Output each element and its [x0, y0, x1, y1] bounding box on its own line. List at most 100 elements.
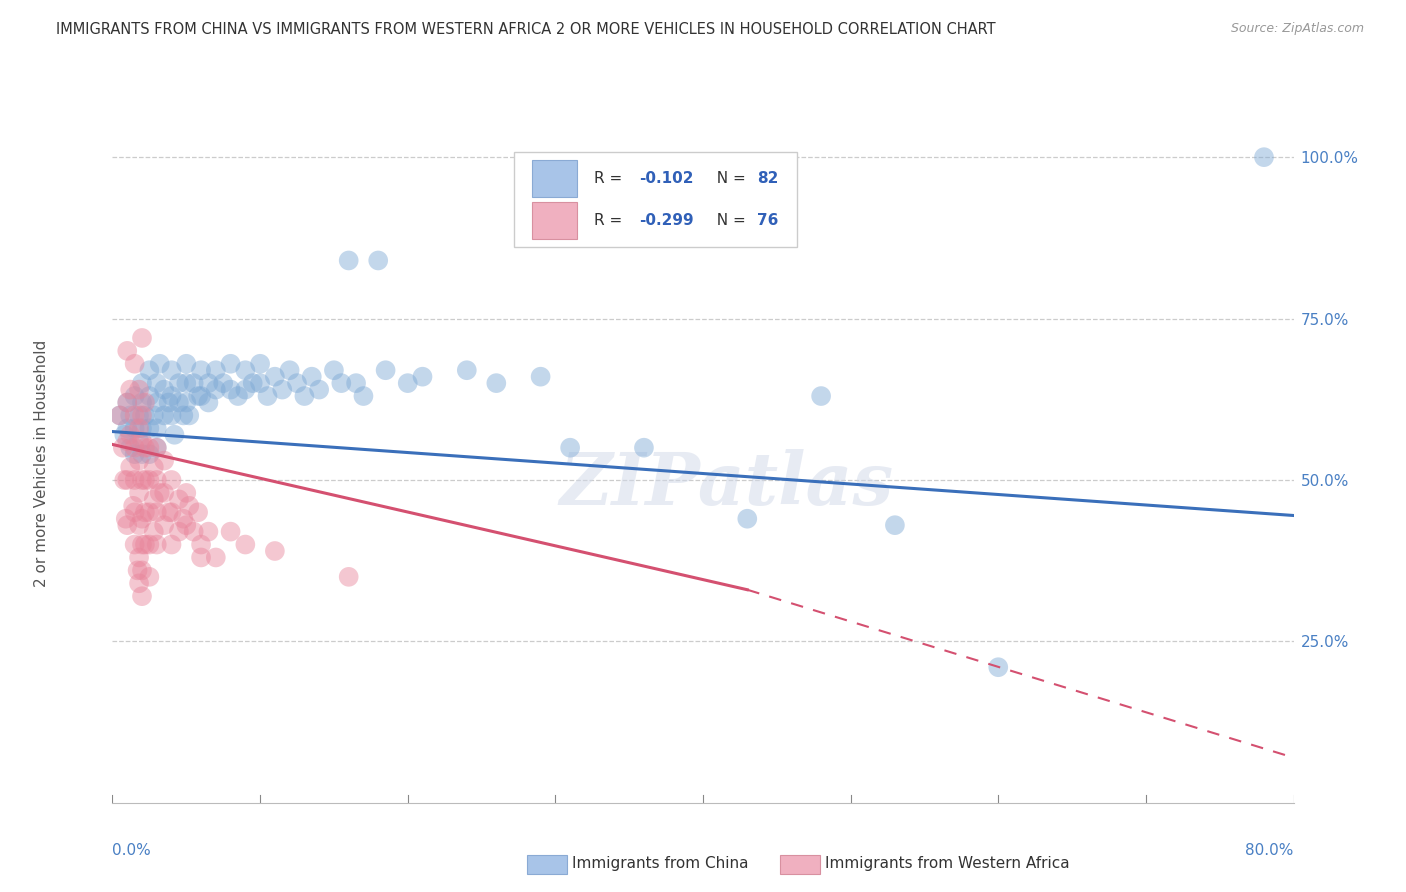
Point [810, 389, 832, 403]
Point [558, 441, 582, 455]
Point [124, 409, 146, 423]
Point [485, 376, 508, 391]
Point [128, 518, 150, 533]
Point [128, 486, 150, 500]
Text: Immigrants from China: Immigrants from China [572, 856, 749, 871]
Point [117, 434, 138, 449]
Point [149, 486, 172, 500]
Text: -0.102: -0.102 [640, 171, 693, 186]
Point [456, 363, 478, 377]
Point [131, 447, 153, 461]
Text: N =: N = [707, 213, 751, 227]
Point [167, 376, 190, 391]
Point [146, 376, 169, 391]
Point [157, 505, 180, 519]
Point [337, 253, 360, 268]
Point [633, 441, 655, 455]
Point [142, 460, 165, 475]
FancyBboxPatch shape [531, 160, 576, 197]
Point [124, 447, 146, 461]
Point [233, 363, 256, 377]
Point [131, 331, 153, 345]
Point [233, 537, 256, 551]
Point [120, 460, 142, 475]
Text: N =: N = [707, 171, 751, 186]
Point [138, 421, 160, 435]
Point [411, 369, 433, 384]
Point [153, 518, 176, 533]
Point [884, 518, 907, 533]
Point [292, 389, 315, 403]
Point [146, 441, 169, 455]
Point [163, 427, 186, 442]
Point [128, 409, 150, 423]
Point [197, 395, 219, 409]
Text: 76: 76 [758, 213, 779, 227]
Point [131, 409, 153, 423]
Point [197, 524, 219, 539]
Point [117, 421, 138, 435]
Point [117, 473, 138, 487]
Point [205, 363, 228, 377]
Point [142, 524, 165, 539]
Point [367, 253, 389, 268]
Point [167, 524, 190, 539]
Point [124, 389, 146, 403]
FancyBboxPatch shape [515, 152, 797, 247]
Point [190, 363, 212, 377]
Point [138, 537, 160, 551]
Point [134, 409, 156, 423]
Point [128, 383, 150, 397]
Point [323, 363, 346, 377]
Point [131, 395, 153, 409]
Text: 80.0%: 80.0% [1246, 844, 1294, 858]
Point [124, 421, 146, 435]
Point [167, 395, 190, 409]
Point [174, 486, 197, 500]
FancyBboxPatch shape [531, 202, 576, 239]
Point [249, 376, 271, 391]
Point [138, 441, 160, 455]
Text: ZIPatlas: ZIPatlas [560, 449, 894, 520]
Point [146, 395, 169, 409]
Point [219, 357, 242, 371]
Point [128, 434, 150, 449]
Point [146, 505, 169, 519]
Point [264, 369, 287, 384]
Point [264, 544, 287, 558]
Text: IMMIGRANTS FROM CHINA VS IMMIGRANTS FROM WESTERN AFRICA 2 OR MORE VEHICLES IN HO: IMMIGRANTS FROM CHINA VS IMMIGRANTS FROM… [56, 22, 995, 37]
Point [131, 421, 153, 435]
Point [179, 499, 201, 513]
Point [153, 486, 176, 500]
Point [138, 505, 160, 519]
Point [111, 441, 134, 455]
Point [330, 376, 353, 391]
Point [131, 473, 153, 487]
Point [174, 395, 197, 409]
Text: R =: R = [595, 213, 627, 227]
Point [190, 550, 212, 565]
Point [529, 369, 551, 384]
Point [183, 376, 205, 391]
Point [138, 363, 160, 377]
Point [117, 395, 138, 409]
Point [285, 376, 308, 391]
Point [183, 524, 205, 539]
Point [160, 389, 183, 403]
Point [114, 512, 136, 526]
Point [127, 563, 149, 577]
Point [142, 492, 165, 507]
Point [146, 537, 169, 551]
Text: 2 or more Vehicles in Household: 2 or more Vehicles in Household [34, 340, 49, 588]
Point [131, 563, 153, 577]
Text: 0.0%: 0.0% [112, 844, 152, 858]
Point [112, 427, 135, 442]
Point [226, 389, 249, 403]
Point [160, 363, 183, 377]
Point [138, 447, 160, 461]
Point [124, 357, 146, 371]
Text: R =: R = [595, 171, 627, 186]
Point [249, 357, 271, 371]
Point [131, 434, 153, 449]
Point [374, 363, 396, 377]
